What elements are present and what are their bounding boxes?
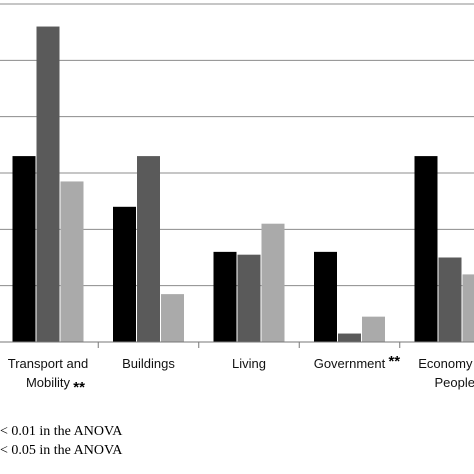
bar xyxy=(438,257,462,342)
bar xyxy=(462,274,474,342)
category-label: Mobility xyxy=(26,375,71,390)
bar xyxy=(137,156,160,342)
bar xyxy=(414,156,438,342)
footnote-2: < 0.05 in the ANOVA xyxy=(0,443,123,458)
bar xyxy=(338,333,361,342)
bar xyxy=(161,294,184,342)
significance-mark: ** xyxy=(388,353,400,370)
bar xyxy=(113,206,136,342)
footnote-1: < 0.01 in the ANOVA xyxy=(0,424,123,439)
category-label: Economy and xyxy=(418,356,474,371)
bar xyxy=(213,251,237,342)
bar xyxy=(12,156,36,342)
bar xyxy=(314,251,337,342)
category-label: Transport and xyxy=(8,356,88,371)
category-label: Buildings xyxy=(122,356,175,371)
bar xyxy=(362,316,385,342)
bar xyxy=(36,26,60,343)
category-label: Living xyxy=(232,356,266,371)
x-ticks xyxy=(97,342,401,348)
bar xyxy=(60,181,84,342)
bar xyxy=(237,254,261,342)
category-label: Peoples xyxy=(435,375,474,390)
significance-mark: ** xyxy=(73,379,85,396)
bars xyxy=(12,26,474,343)
category-label: Government xyxy=(314,356,386,371)
bar xyxy=(261,223,285,342)
